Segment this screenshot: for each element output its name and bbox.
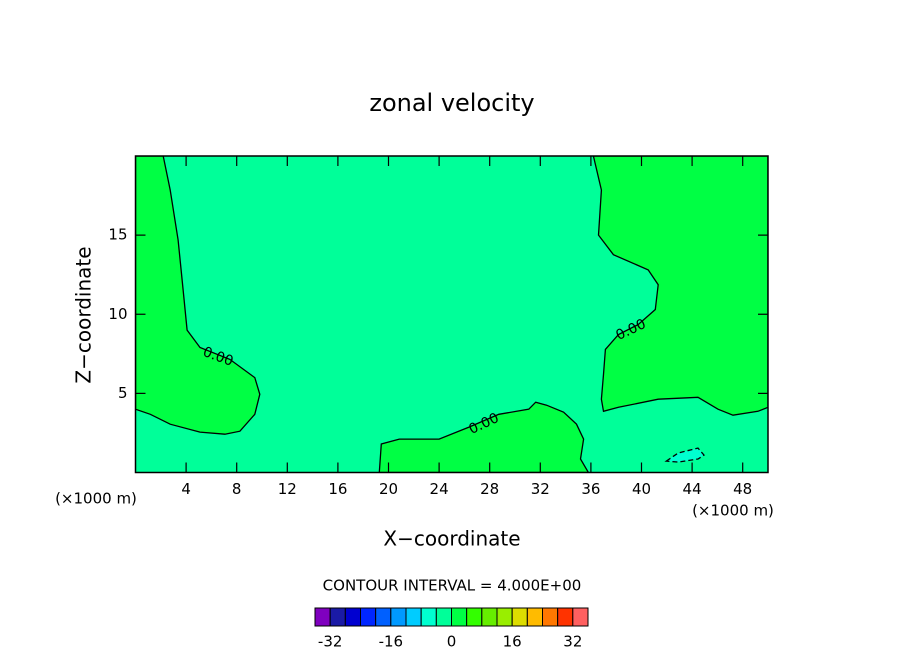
- colorbar-box: [557, 607, 574, 627]
- colorbar-box: [329, 607, 346, 627]
- x-tick-label: 48: [733, 480, 752, 498]
- contour-region: [378, 401, 590, 473]
- colorbar-label: 32: [563, 633, 582, 651]
- colorbar-box: [511, 607, 528, 627]
- colorbar-box: [405, 607, 422, 627]
- colorbar-label: -16: [379, 633, 404, 651]
- colorbar-box: [344, 607, 362, 627]
- x-tick-label: 32: [531, 480, 550, 498]
- chart-title: zonal velocity: [369, 89, 534, 117]
- x-unit-label: (×1000 m): [692, 502, 774, 520]
- contour-region: [135, 156, 261, 435]
- x-tick-label: 20: [379, 480, 398, 498]
- colorbar-box: [390, 607, 407, 627]
- colorbar-box: [572, 607, 589, 627]
- colorbar-box: [496, 607, 513, 627]
- y-axis-label: Z−coordinate: [72, 246, 96, 383]
- colorbar-box: [451, 607, 468, 627]
- colorbar-box: [542, 607, 559, 627]
- x-tick-label: 16: [328, 480, 347, 498]
- y-unit-label: (×1000 m): [55, 490, 137, 508]
- x-tick-label: 36: [581, 480, 600, 498]
- contour-layer: [135, 156, 768, 473]
- y-tick-label: 5: [118, 384, 128, 402]
- contour-region: [592, 156, 768, 416]
- colorbar-box: [375, 607, 392, 627]
- colorbar-box: [435, 607, 453, 627]
- x-tick-label: 28: [480, 480, 499, 498]
- x-tick-label: 40: [632, 480, 651, 498]
- colorbar-box: [420, 607, 437, 627]
- colorbar-box: [466, 607, 483, 627]
- x-tick-label: 24: [430, 480, 449, 498]
- colorbar-label: -32: [318, 633, 343, 651]
- x-tick-label: 44: [683, 480, 702, 498]
- x-axis-label: X−coordinate: [383, 527, 520, 551]
- x-tick-label: 12: [278, 480, 297, 498]
- x-tick-label: 8: [232, 480, 242, 498]
- x-tick-label: 4: [181, 480, 191, 498]
- colorbar-box: [526, 607, 543, 627]
- colorbar-box: [360, 607, 377, 627]
- contour-interval: CONTOUR INTERVAL = 4.000E+00: [323, 577, 582, 595]
- colorbar-label: 0: [447, 633, 457, 651]
- colorbar-box: [314, 607, 331, 627]
- colorbar-label: 16: [503, 633, 522, 651]
- colorbar-box: [481, 607, 498, 627]
- y-tick-label: 15: [108, 226, 127, 244]
- contour-region: [664, 447, 705, 463]
- y-tick-label: 10: [108, 305, 127, 323]
